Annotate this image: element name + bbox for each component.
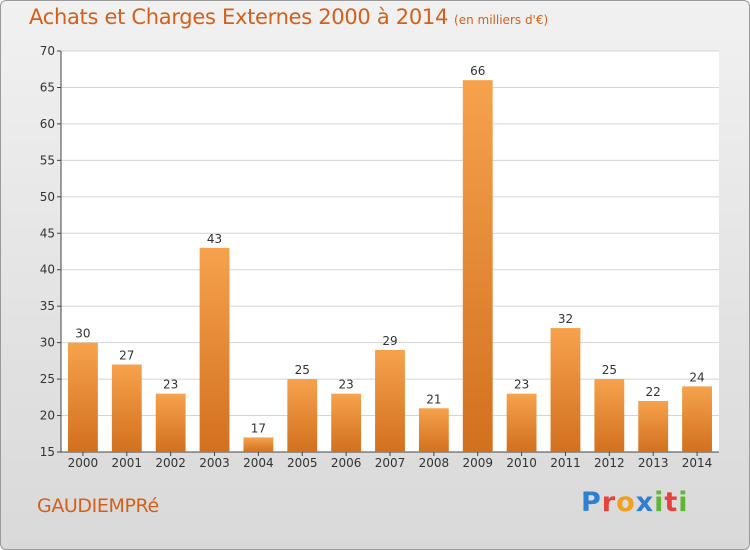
y-tick-label: 70 — [40, 44, 55, 58]
x-tick-label: 2001 — [112, 456, 143, 470]
bar — [111, 364, 142, 452]
data-label: 23 — [514, 378, 529, 392]
data-label: 23 — [338, 378, 353, 392]
y-tick-label: 55 — [40, 153, 55, 167]
bar — [638, 400, 669, 452]
logo-letter: i — [678, 487, 689, 518]
x-tick-label: 2008 — [419, 456, 450, 470]
bar — [375, 349, 405, 452]
bar — [243, 437, 274, 452]
bar — [594, 379, 625, 452]
x-tick-label: 2012 — [594, 456, 625, 470]
proxiti-logo: Proxiti — [581, 487, 689, 518]
x-tick-label: 2003 — [199, 456, 230, 470]
data-label: 27 — [119, 349, 134, 363]
data-label: 25 — [295, 363, 310, 377]
x-tick-label: 2007 — [375, 456, 406, 470]
y-tick-label: 15 — [40, 445, 55, 459]
y-tick-label: 65 — [40, 80, 55, 94]
y-tick-label: 30 — [40, 336, 55, 350]
data-label: 32 — [558, 312, 573, 326]
bar — [155, 393, 186, 452]
data-label: 43 — [207, 232, 222, 246]
data-label: 29 — [382, 334, 397, 348]
bar — [682, 386, 712, 452]
chart-subtitle: (en milliers d'€) — [454, 13, 549, 27]
data-label: 66 — [470, 64, 485, 78]
bar — [506, 393, 537, 452]
x-tick-label: 2009 — [462, 456, 493, 470]
x-tick-label: 2006 — [331, 456, 362, 470]
chart-title: Achats et Charges Externes 2000 à 2014 — [29, 5, 449, 29]
y-tick-label: 20 — [40, 409, 55, 423]
y-tick-label: 45 — [40, 226, 55, 240]
x-tick-label: 2014 — [682, 456, 713, 470]
bar — [68, 342, 98, 452]
data-label: 24 — [689, 370, 704, 384]
data-label: 25 — [602, 363, 617, 377]
data-label: 23 — [163, 378, 178, 392]
logo-letter: t — [664, 487, 679, 518]
y-tick-label: 60 — [40, 117, 55, 131]
x-tick-label: 2010 — [506, 456, 537, 470]
y-tick-label: 50 — [40, 190, 55, 204]
x-tick-label: 2000 — [68, 456, 99, 470]
bar — [462, 80, 493, 452]
data-label: 17 — [251, 421, 266, 435]
logo-letter: o — [616, 487, 636, 518]
y-tick-label: 35 — [40, 299, 55, 313]
bar — [418, 408, 449, 452]
x-tick-label: 2011 — [550, 456, 581, 470]
bar — [199, 247, 230, 452]
logo-letter: P — [581, 487, 602, 518]
chart-title-block: Achats et Charges Externes 2000 à 2014 (e… — [29, 5, 548, 29]
bar — [287, 379, 318, 452]
y-tick-label: 40 — [40, 263, 55, 277]
x-tick-label: 2004 — [243, 456, 274, 470]
y-tick-label: 25 — [40, 372, 55, 386]
data-label: 21 — [426, 392, 441, 406]
commune-name: GAUDIEMPRé — [37, 495, 159, 517]
x-tick-label: 2013 — [638, 456, 669, 470]
data-label: 30 — [75, 327, 90, 341]
bar — [331, 393, 362, 452]
bar — [550, 328, 581, 452]
data-label: 22 — [646, 385, 661, 399]
x-tick-label: 2002 — [155, 456, 186, 470]
x-tick-label: 2005 — [287, 456, 318, 470]
logo-letter: i — [654, 487, 665, 518]
logo-letter: r — [601, 487, 617, 518]
logo-letter: x — [635, 487, 655, 518]
